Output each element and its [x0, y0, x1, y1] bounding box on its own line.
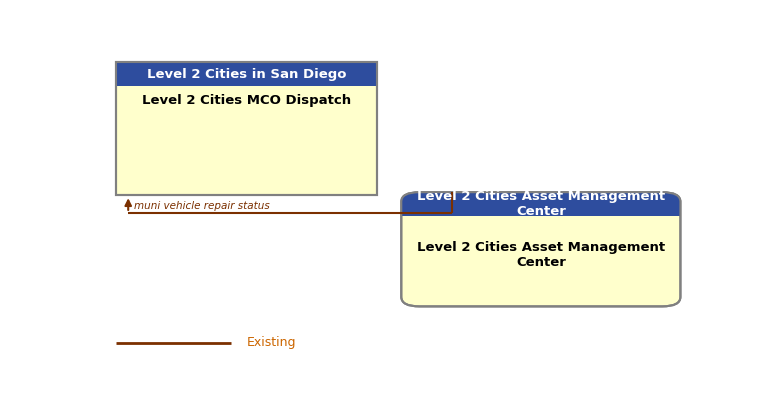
Text: Level 2 Cities MCO Dispatch: Level 2 Cities MCO Dispatch	[142, 94, 351, 107]
Text: Level 2 Cities Asset Management
Center: Level 2 Cities Asset Management Center	[417, 190, 665, 218]
Text: muni vehicle repair status: muni vehicle repair status	[135, 201, 270, 211]
FancyBboxPatch shape	[402, 192, 680, 216]
Text: Existing: Existing	[247, 336, 296, 349]
FancyBboxPatch shape	[402, 192, 680, 307]
Bar	[116, 62, 377, 86]
Text: Level 2 Cities in San Diego: Level 2 Cities in San Diego	[146, 68, 346, 80]
Bar	[116, 62, 377, 195]
Text: Level 2 Cities Asset Management
Center: Level 2 Cities Asset Management Center	[417, 241, 665, 269]
Bar	[402, 204, 680, 216]
Bar	[116, 62, 377, 195]
